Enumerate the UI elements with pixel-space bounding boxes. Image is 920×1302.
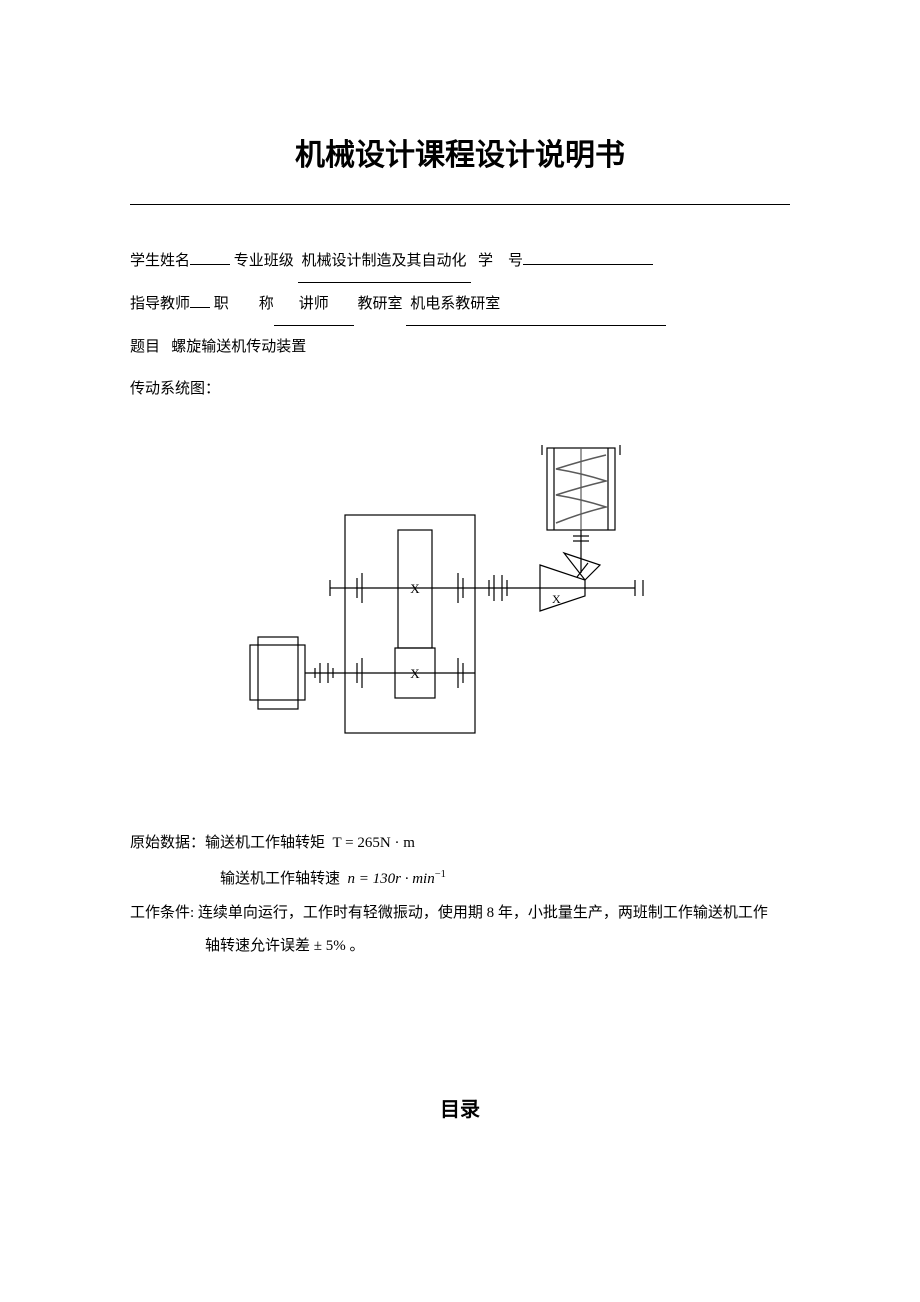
speed-formula: n = 130r · min−1: [348, 871, 446, 887]
dept-label: 教研室: [358, 296, 403, 312]
subject-value: 螺旋输送机传动装置: [171, 339, 306, 355]
major-value: 机械设计制造及其自动化: [298, 240, 471, 283]
torque-label: 输送机工作轴转矩: [205, 835, 325, 851]
advisor-label: 指导教师: [130, 296, 190, 312]
student-name-blank: [190, 247, 230, 265]
page-title: 机械设计课程设计说明书: [130, 130, 790, 174]
title-divider: [130, 204, 790, 205]
conditions-block: 工作条件: 连续单向运行，工作时有轻微振动，使用期 8 年，小批量生产，两班制工…: [130, 897, 790, 930]
speed-label: 输送机工作轴转速: [220, 871, 340, 887]
toc-title: 目录: [130, 1093, 790, 1122]
speed-data: 输送机工作轴转速 n = 130r · min−1: [130, 861, 790, 897]
student-id-blank: [523, 247, 653, 265]
advisor-blank: [190, 290, 210, 308]
title-label: 职 称: [214, 296, 274, 312]
conditions-label: 工作条件:: [130, 905, 194, 921]
advisor-info-line: 指导教师 职 称讲师 教研室 机电系教研室: [130, 283, 790, 326]
data-label: 原始数据：: [130, 835, 205, 851]
gearbox-outer: [345, 515, 475, 733]
motor-inner: [258, 637, 298, 709]
subject-label: 题目: [130, 339, 160, 355]
lower-gear-x: X: [410, 666, 420, 681]
bevel-gear-top: [564, 553, 600, 580]
conditions-text-2: 轴转速允许误差 ± 5% 。: [130, 930, 790, 963]
title-value: 讲师: [274, 283, 354, 326]
student-info-line: 学生姓名 专业班级 机械设计制造及其自动化 学 号: [130, 240, 790, 283]
bevel-x: X: [552, 592, 561, 606]
transmission-diagram: X X: [130, 445, 790, 755]
bevel-mark-1: [577, 563, 588, 577]
torque-formula: T = 265N · m: [333, 835, 415, 851]
dept-value: 机电系教研室: [406, 283, 666, 326]
diagram-svg: X X: [240, 445, 680, 755]
major-label: 专业班级: [234, 253, 294, 269]
student-id-label: 学 号: [478, 253, 523, 269]
subject-line: 题目 螺旋输送机传动装置: [130, 326, 790, 368]
original-data: 原始数据：输送机工作轴转矩 T = 265N · m: [130, 825, 790, 861]
diagram-label: 传动系统图：: [130, 368, 790, 410]
student-name-label: 学生姓名: [130, 253, 190, 269]
conditions-text-1: 连续单向运行，工作时有轻微振动，使用期 8 年，小批量生产，两班制工作输送机工作: [198, 905, 768, 921]
